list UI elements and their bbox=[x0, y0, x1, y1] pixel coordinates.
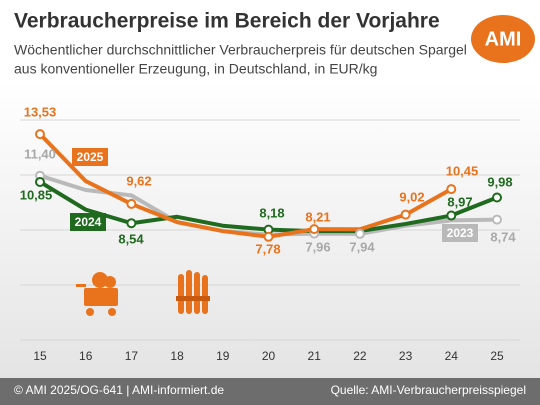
value-label: 9,02 bbox=[399, 189, 424, 204]
point bbox=[446, 184, 457, 195]
legend-label: 2025 bbox=[77, 150, 104, 164]
x-tick-label: 25 bbox=[490, 349, 504, 363]
x-tick-label: 22 bbox=[353, 349, 367, 363]
value-label: 9,98 bbox=[487, 174, 512, 189]
legend-box bbox=[442, 224, 478, 242]
subtitle: Wöchentlicher durchschnittlicher Verbrau… bbox=[14, 42, 467, 58]
x-tick-label: 19 bbox=[216, 349, 230, 363]
title: Verbraucherpreise im Bereich der Vorjahr… bbox=[14, 10, 440, 33]
footer-right: Quelle: AMI-Verbraucherpreisspiegel bbox=[331, 383, 526, 397]
point bbox=[400, 209, 411, 220]
point bbox=[309, 224, 320, 235]
value-label: 8,54 bbox=[118, 231, 144, 246]
legend-box bbox=[70, 213, 106, 231]
x-tick-label: 15 bbox=[33, 349, 47, 363]
x-tick-label: 21 bbox=[308, 349, 322, 363]
value-label: 10,85 bbox=[20, 187, 53, 202]
x-tick-label: 18 bbox=[170, 349, 184, 363]
value-label: 8,97 bbox=[447, 194, 472, 209]
value-label: 7,94 bbox=[349, 239, 375, 254]
subtitle: aus konventioneller Erzeugung, in Deutsc… bbox=[14, 61, 377, 77]
series-line bbox=[38, 132, 453, 239]
point bbox=[354, 228, 365, 239]
point bbox=[492, 214, 502, 225]
footer-left: © AMI 2025/OG-641 | AMI-informiert.de bbox=[14, 383, 224, 397]
value-label: 8,18 bbox=[259, 205, 284, 220]
value-label: 10,45 bbox=[446, 163, 479, 178]
logo-text: AMI bbox=[485, 28, 522, 50]
x-tick-label: 24 bbox=[445, 349, 459, 363]
x-tick-label: 17 bbox=[125, 349, 139, 363]
point bbox=[263, 231, 274, 242]
point bbox=[492, 192, 502, 203]
value-label: 11,40 bbox=[24, 146, 56, 161]
legend-label: 2024 bbox=[75, 215, 102, 229]
footer-bar bbox=[0, 378, 540, 405]
value-label: 8,21 bbox=[305, 209, 330, 224]
legend-box bbox=[72, 148, 108, 166]
value-label: 7,96 bbox=[305, 239, 330, 254]
logo bbox=[471, 15, 535, 63]
point bbox=[126, 218, 137, 229]
x-tick-label: 23 bbox=[399, 349, 413, 363]
value-label: 9,62 bbox=[126, 173, 151, 188]
point bbox=[446, 210, 457, 221]
value-label: 13,53 bbox=[24, 104, 57, 119]
point bbox=[35, 176, 45, 187]
point bbox=[35, 129, 45, 140]
value-label: 7,78 bbox=[255, 241, 280, 256]
legend-label: 2023 bbox=[447, 226, 474, 240]
x-tick-label: 16 bbox=[79, 349, 93, 363]
point bbox=[126, 198, 137, 209]
x-tick-label: 20 bbox=[262, 349, 276, 363]
value-label: 8,74 bbox=[490, 229, 516, 244]
icon-cart bbox=[76, 272, 118, 316]
icon-asparagus bbox=[176, 270, 210, 314]
